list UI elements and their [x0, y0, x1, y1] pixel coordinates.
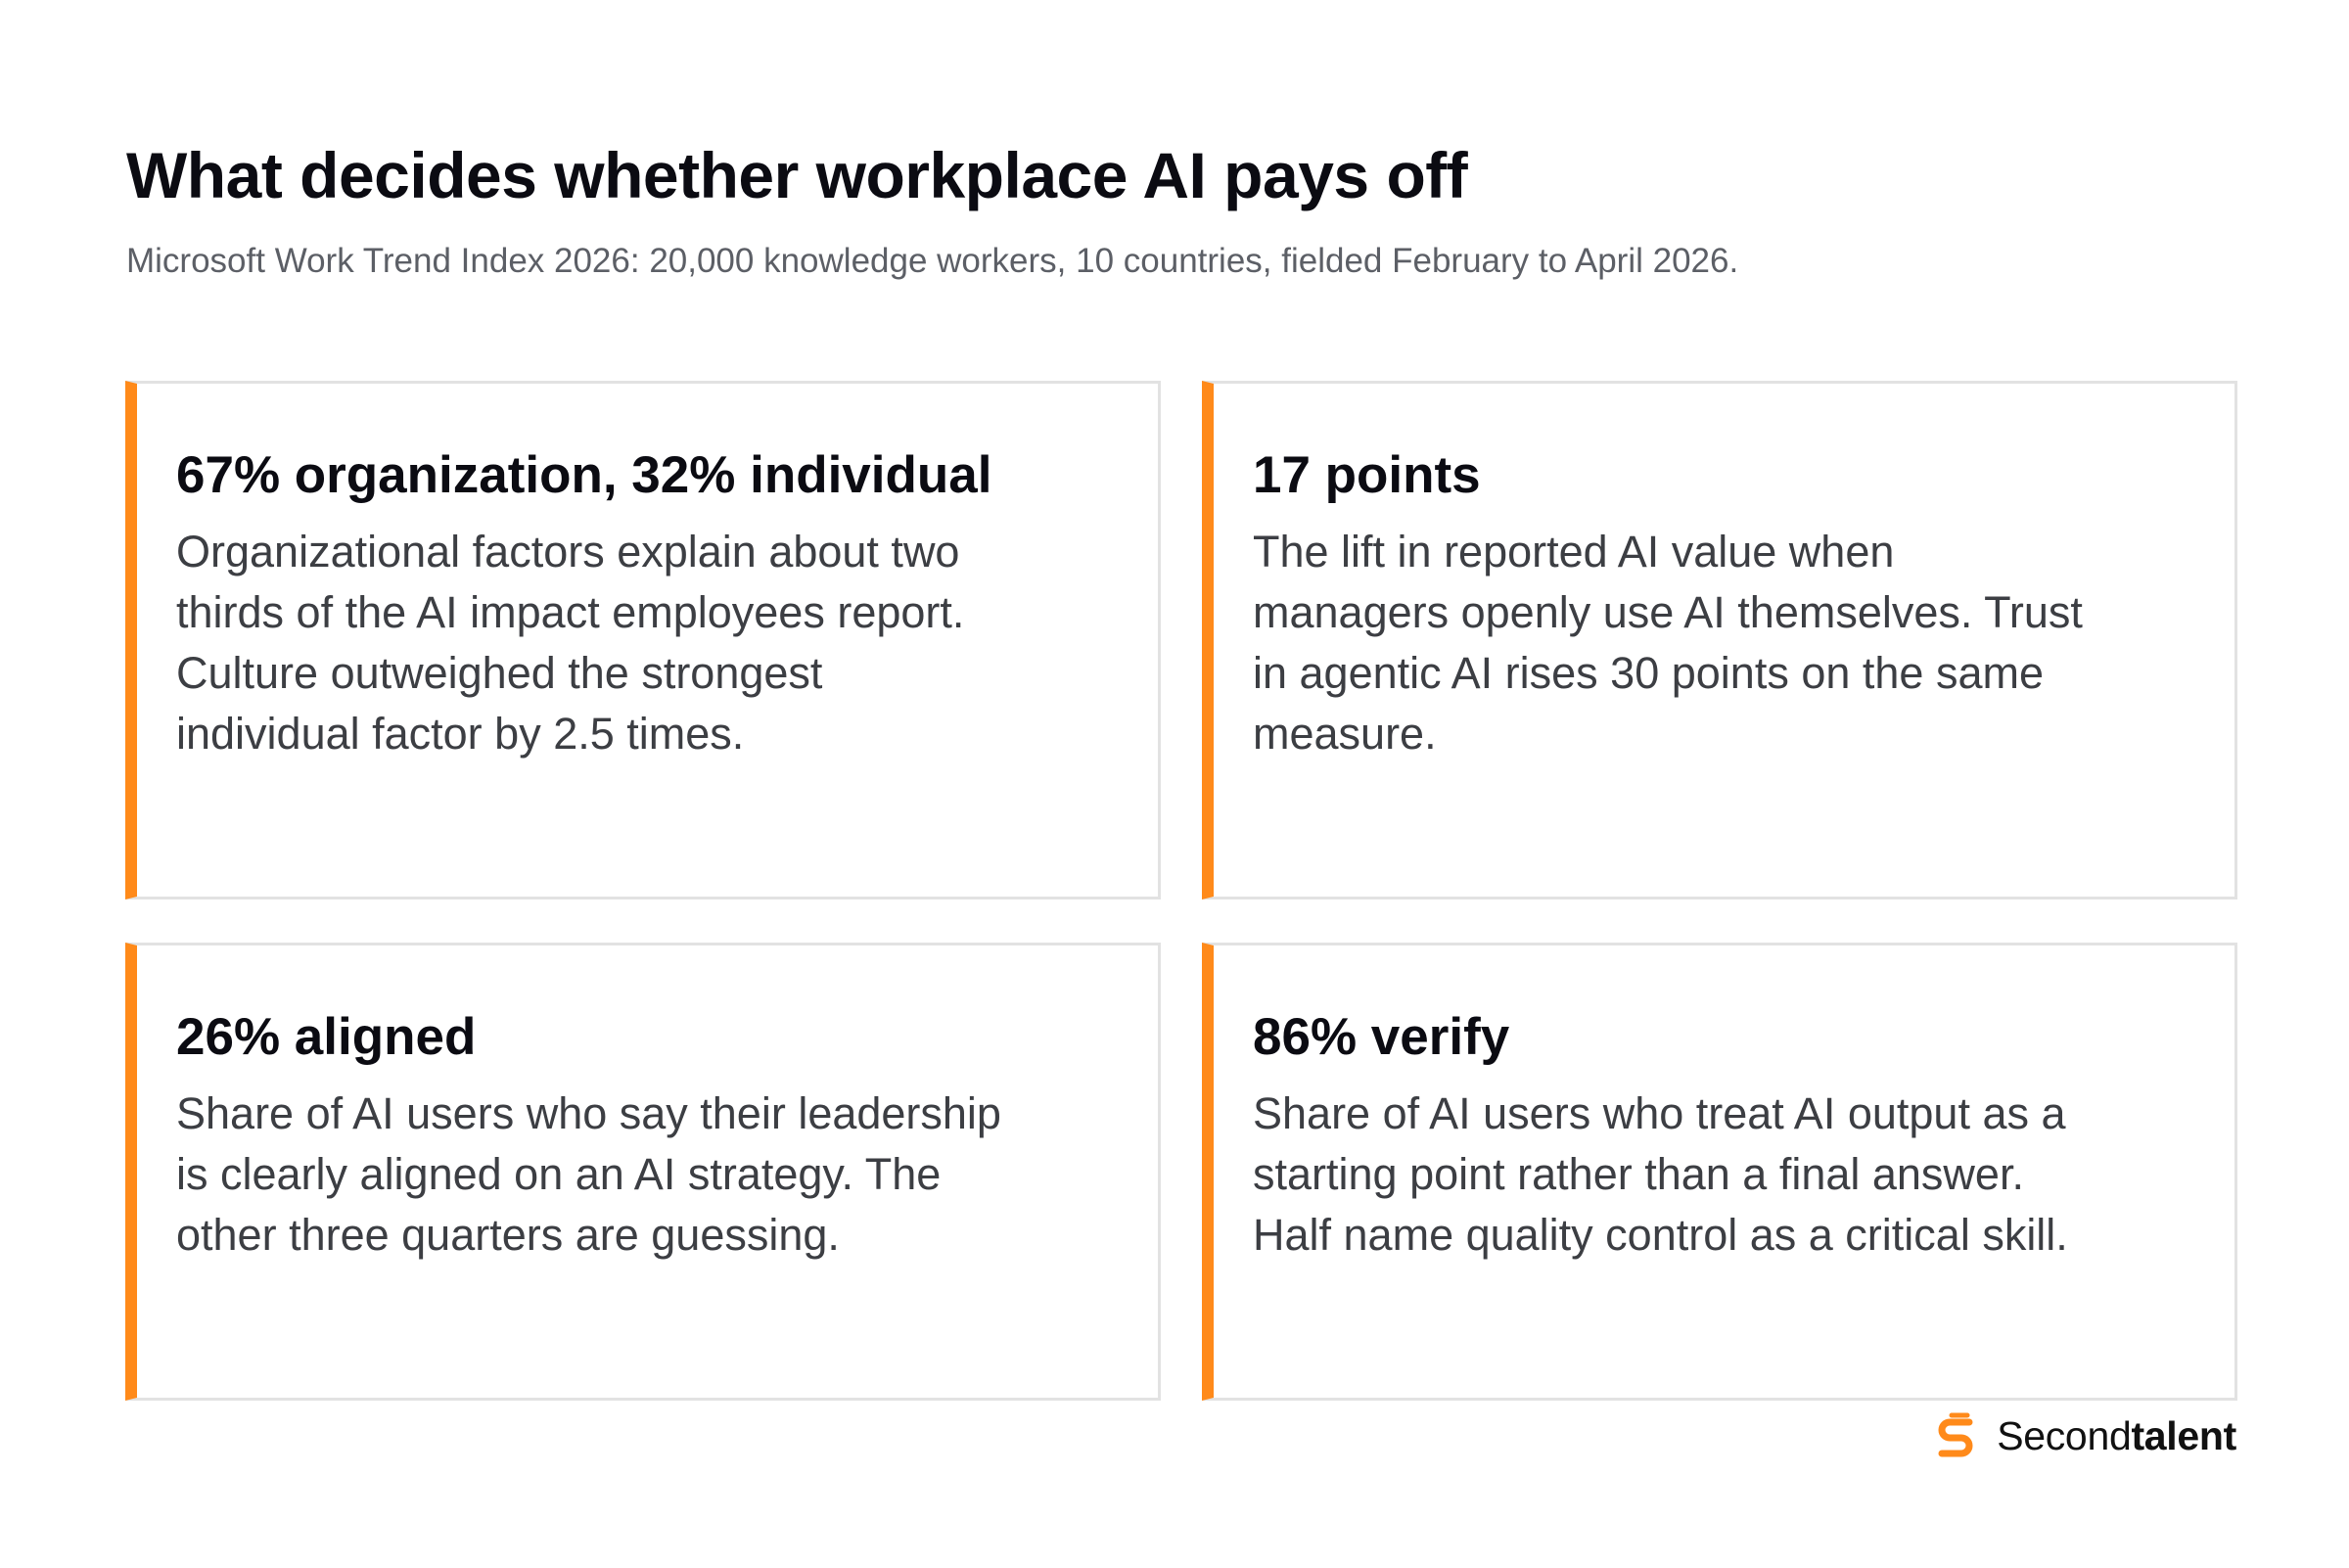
stat-card-manager-lift: 17 points The lift in reported AI value …	[1202, 381, 2237, 899]
secondtalent-logo-icon	[1938, 1412, 1973, 1457]
brand-name-regular: Second	[1997, 1412, 2132, 1458]
stat-card-heading: 67% organization, 32% individual	[176, 446, 992, 504]
stat-card-heading: 86% verify	[1253, 1008, 1510, 1066]
stat-card-aligned: 26% aligned Share of AI users who say th…	[125, 943, 1161, 1401]
brand-logo: Secondtalent	[1930, 1406, 2236, 1466]
page-subtitle: Microsoft Work Trend Index 2026: 20,000 …	[126, 242, 1739, 280]
stat-card-body: The lift in reported AI value when manag…	[1253, 527, 2083, 759]
stat-card-organization: 67% organization, 32% individual Organiz…	[125, 381, 1161, 899]
stat-card-body: Share of AI users who say their leadersh…	[176, 1088, 1001, 1260]
stat-card-heading: 17 points	[1253, 446, 1481, 504]
brand-name-bold: talent	[2131, 1412, 2236, 1458]
brand-name: Secondtalent	[1997, 1413, 2236, 1459]
stat-card-body: Organizational factors explain about two…	[176, 527, 965, 759]
stat-card-heading: 26% aligned	[176, 1008, 477, 1066]
page-title: What decides whether workplace AI pays o…	[126, 139, 1468, 211]
stat-card-body: Share of AI users who treat AI output as…	[1253, 1088, 2068, 1260]
stat-card-verify: 86% verify Share of AI users who treat A…	[1202, 943, 2237, 1401]
